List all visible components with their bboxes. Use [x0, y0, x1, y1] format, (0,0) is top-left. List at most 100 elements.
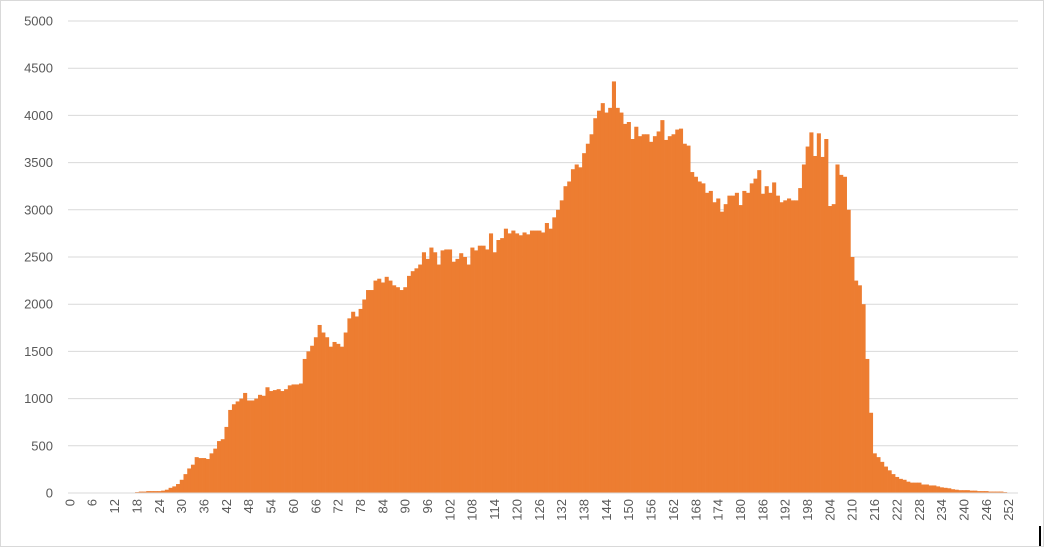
bar [742, 190, 747, 494]
bar [209, 453, 214, 493]
y-tick-label: 1000 [24, 391, 53, 406]
bar [753, 178, 758, 493]
bar [231, 404, 236, 493]
bar [265, 387, 270, 493]
bar [988, 491, 993, 493]
bar [410, 271, 415, 493]
bar [168, 487, 173, 493]
bar [764, 186, 769, 493]
bar [470, 247, 475, 493]
bar [831, 204, 836, 493]
bar [261, 395, 266, 493]
bar [608, 107, 613, 493]
x-tick-label: 0 [62, 499, 77, 506]
x-tick-label: 240 [956, 499, 971, 521]
x-tick-label: 54 [264, 499, 279, 513]
bar [567, 181, 572, 494]
bar [444, 249, 449, 493]
bar [563, 186, 568, 493]
bar [582, 153, 587, 493]
bar [868, 412, 874, 493]
bar [202, 458, 207, 493]
x-tick-label: 180 [733, 499, 748, 521]
bar [589, 134, 594, 493]
bar [928, 485, 933, 493]
bar [783, 200, 788, 494]
bar [336, 343, 341, 493]
x-tick-label: 120 [509, 499, 524, 521]
bar [384, 276, 389, 493]
bar [388, 280, 393, 493]
bar [734, 192, 739, 493]
x-tick-label: 48 [241, 499, 256, 513]
bar [217, 441, 222, 493]
bar [421, 252, 426, 493]
bar [548, 228, 553, 493]
x-tick-label: 156 [644, 499, 659, 521]
x-tick-label: 222 [889, 499, 904, 521]
bar [690, 172, 695, 494]
bar [574, 164, 579, 494]
bar [816, 133, 821, 493]
bar [246, 400, 251, 493]
y-tick-label: 500 [31, 438, 53, 453]
bar [164, 489, 169, 493]
bar [258, 394, 263, 493]
y-tick-label: 4500 [24, 61, 53, 76]
bar [455, 258, 460, 493]
bar [638, 136, 643, 494]
bar [559, 200, 564, 494]
bar [917, 482, 922, 493]
bar [932, 485, 937, 493]
bar [857, 285, 862, 493]
bar [775, 195, 780, 493]
bar [347, 318, 352, 493]
bar [254, 398, 259, 493]
bar [187, 468, 192, 493]
bar [243, 392, 248, 493]
x-tick-label: 30 [174, 499, 189, 513]
bar [828, 206, 833, 493]
bar [794, 200, 799, 494]
bar [883, 466, 888, 493]
bar [194, 457, 199, 493]
bar [723, 204, 728, 493]
bar [861, 304, 866, 493]
bar [772, 182, 777, 494]
bar [980, 491, 985, 493]
bar [474, 250, 479, 493]
bar [895, 476, 900, 493]
bar [593, 118, 598, 493]
x-tick-label: 132 [554, 499, 569, 521]
x-tick-label: 162 [666, 499, 681, 521]
bar [515, 233, 520, 493]
window-edge-mark [1039, 526, 1041, 546]
y-tick-label: 2000 [24, 297, 53, 312]
bar [325, 337, 330, 493]
bar [712, 202, 717, 493]
bar [921, 484, 926, 493]
x-tick-label: 12 [107, 499, 122, 513]
bar [362, 299, 367, 493]
bar [973, 490, 978, 493]
bar [269, 391, 274, 493]
x-tick-label: 186 [755, 499, 770, 521]
bar [138, 491, 143, 493]
bar [302, 358, 307, 493]
bar [481, 245, 486, 493]
bar [600, 103, 605, 493]
bar [414, 268, 419, 493]
bar [496, 240, 501, 493]
bar [276, 389, 281, 493]
x-tick-label: 60 [286, 499, 301, 513]
bar [369, 290, 374, 493]
bar [854, 280, 859, 493]
x-tick-label: 102 [442, 499, 457, 521]
y-tick-label: 4000 [24, 108, 53, 123]
bar [440, 250, 445, 493]
bar [343, 332, 348, 493]
bar [731, 195, 736, 493]
bar [801, 164, 806, 494]
bar [317, 324, 322, 493]
bar [459, 253, 464, 493]
